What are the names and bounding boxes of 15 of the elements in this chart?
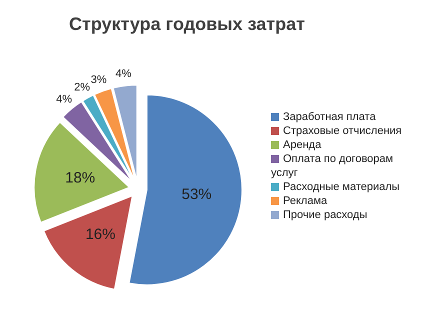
data-label: 4% — [116, 68, 132, 80]
data-label: 16% — [85, 226, 116, 243]
legend-label: Прочие расходы — [283, 209, 368, 221]
data-label: 3% — [90, 74, 107, 86]
data-label: 2% — [74, 81, 90, 94]
legend-label: Заработная плата — [283, 111, 376, 123]
legend-label: Расходные материалы — [283, 181, 400, 193]
data-label: 4% — [56, 94, 72, 106]
data-label: 18% — [65, 169, 96, 186]
legend-label: Оплата по договорам услуг — [271, 153, 394, 179]
legend-label: Аренда — [283, 139, 322, 151]
legend-label: Реклама — [283, 195, 328, 207]
chart-title: Структура годовых затрат — [68, 13, 306, 35]
data-label: 53% — [182, 186, 212, 204]
legend-label: Страховые отчисления — [283, 125, 402, 137]
